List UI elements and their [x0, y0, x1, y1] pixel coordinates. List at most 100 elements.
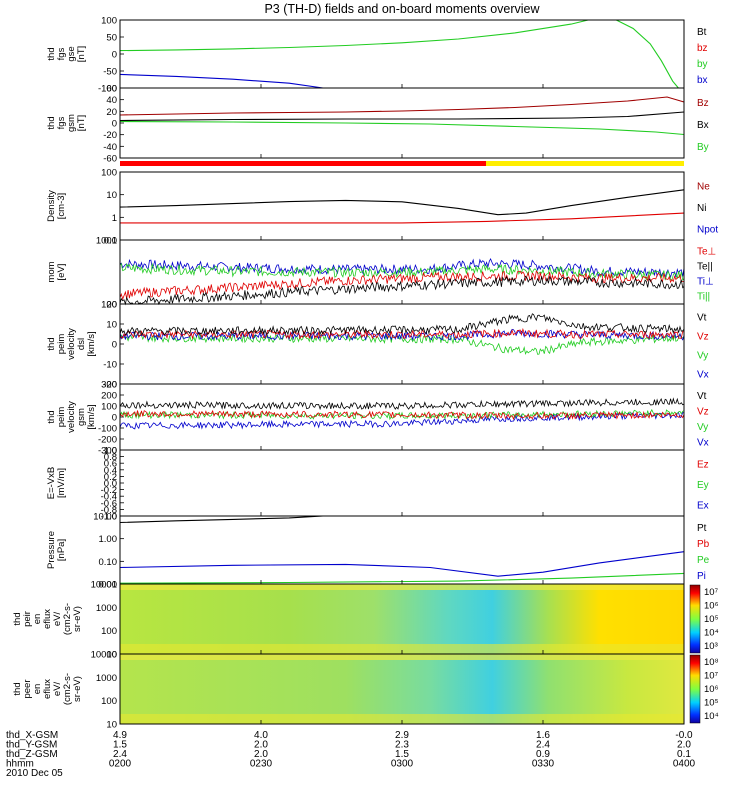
ytick-temps-0: 1000 [96, 236, 117, 247]
ytick-velocity_gsm-3: 0 [112, 413, 117, 424]
series-temps-Ti⊥ [119, 257, 685, 279]
legend-efield-Ez: Ez [697, 459, 709, 470]
ytick-efield-9: -0.8 [101, 505, 117, 516]
ylabel-velocity_dsl-1: peim [56, 334, 67, 355]
ytick-peer-1: 1000 [96, 673, 117, 684]
legend-fgs_gsm-Bz: Bz [697, 98, 709, 109]
ytick-density-2: 1 [112, 213, 117, 224]
series-density-Ni [119, 189, 685, 216]
legend-density-Npot: Npot [697, 224, 718, 235]
legend-velocity_dsl-Vt: Vt [697, 313, 707, 324]
panel-peer [119, 653, 701, 725]
colorbar-tick-peir-1: 10⁶ [704, 601, 719, 612]
colorbar-tick-peer-1: 10⁷ [704, 671, 719, 682]
colorbar-tick-peer-0: 10⁸ [704, 657, 719, 668]
ytick-efield-6: -0.2 [101, 485, 117, 496]
legend-velocity_gsm-Vz: Vz [697, 406, 709, 417]
xaxis-row-label-1: thd_Y-GSM [6, 740, 57, 751]
xaxis-value-2-2: 1.5 [395, 749, 409, 760]
ytick-fgs_gse-0: 100 [101, 16, 117, 27]
series-fgs_gse-by [119, 19, 589, 52]
series-fgs_gsm-Bz [119, 96, 685, 116]
ytick-fgs_gsm-3: 0 [112, 119, 117, 130]
series-fgs_gse-bx [119, 73, 324, 89]
ytick-velocity_gsm-4: -100 [98, 424, 117, 435]
panel-density [119, 171, 685, 241]
panel-peir [119, 583, 701, 655]
xaxis-row-label-0: thd_X-GSM [6, 730, 58, 741]
legend-temps-Ti⊥: Ti⊥ [697, 277, 714, 288]
legend-pressure-Pt: Pt [697, 523, 707, 534]
ylabel-velocity_gsm-1: peim [56, 407, 67, 428]
xaxis-value-2-4: 0.1 [677, 749, 691, 760]
legend-efield-Ey: Ey [697, 480, 709, 491]
legend-temps-Te⊥: Te⊥ [697, 247, 716, 258]
ytick-peer-3: 10 [106, 720, 117, 731]
xaxis-row-label-2: thd_Z-GSM [6, 749, 58, 760]
colorbar-tick-peir-4: 10³ [704, 641, 718, 652]
panel-fgs_gse [119, 19, 685, 89]
ylabel-fgs_gse-1: fgs [56, 47, 67, 60]
ylabel-fgs_gsm-3: [nT] [76, 115, 87, 131]
ytick-fgs_gse-3: -50 [103, 67, 117, 78]
ytick-fgs_gse-2: 0 [112, 50, 117, 61]
ytick-velocity_gsm-2: 100 [101, 402, 117, 413]
ylabel-fgs_gsm-1: fgs [56, 116, 67, 129]
series-velocity_dsl-Vy [119, 332, 685, 355]
ytick-pressure-3: 0.01 [99, 580, 118, 591]
ytick-efield-10: -1.0 [101, 512, 117, 523]
ylabel-peir-3: eflux [42, 609, 53, 629]
ytick-density-0: 100 [101, 168, 117, 179]
ytick-efield-2: 0.6 [104, 459, 117, 470]
ytick-peir-2: 100 [101, 626, 117, 637]
legend-pressure-Pb: Pb [697, 539, 710, 550]
series-fgs_gse-by [616, 19, 679, 89]
ytick-velocity_gsm-6: -300 [98, 446, 117, 457]
ytick-temps-1: 100 [101, 300, 117, 311]
series-pressure-Pe [119, 572, 685, 584]
ylabel-velocity_gsm-0: thd [46, 410, 57, 423]
legend-temps-Ti||: Ti|| [697, 292, 710, 303]
xaxis-value-3-3: 0330 [532, 759, 555, 770]
ylabel-peer-3: eflux [42, 679, 53, 699]
ytick-pressure-2: 0.10 [99, 557, 118, 568]
ytick-pressure-0: 10.00 [93, 512, 117, 523]
legend-fgs_gse-bz: bz [697, 43, 708, 54]
xaxis-value-3-4: 0400 [673, 759, 696, 770]
ytick-velocity_dsl-0: 20 [106, 300, 117, 311]
legend-fgs_gse-bx: bx [697, 75, 708, 86]
xaxis-row-label-3: hhmm [6, 759, 34, 770]
ytick-fgs_gsm-4: -20 [103, 130, 117, 141]
ytick-density-3: 0.1 [104, 236, 117, 247]
ylabel-velocity_gsm-4: [km/s] [86, 404, 97, 429]
ytick-efield-8: -0.6 [101, 498, 117, 509]
panel-velocity_dsl [119, 303, 685, 385]
ylabel-fgs_gse-3: [nT] [76, 46, 87, 62]
ylabel-velocity_dsl-4: [km/s] [86, 331, 97, 356]
colorbar-tick-peer-3: 10⁵ [704, 698, 719, 709]
ytick-pressure-1: 1.00 [99, 534, 118, 545]
legend-fgs_gse-by: by [697, 59, 708, 70]
ylabel-peir-2: en [32, 614, 43, 625]
colorbar-tick-peer-2: 10⁶ [704, 684, 719, 695]
ytick-velocity_gsm-1: 200 [101, 391, 117, 402]
legend-fgs_gsm-By: By [697, 142, 709, 153]
ylabel-density-1: [cm-3] [56, 193, 67, 219]
series-fgs_gsm-Bx [119, 111, 685, 122]
ylabel-peir-1: peir [22, 611, 33, 627]
xaxis-value-0-3: 1.6 [536, 730, 550, 741]
ylabel-peer-4: eV/ [52, 682, 63, 697]
xaxis-value-1-2: 2.3 [395, 740, 409, 751]
xaxis-value-3-0: 0200 [109, 759, 132, 770]
legend-velocity_gsm-Vt: Vt [697, 391, 707, 402]
series-pressure-Pt [119, 515, 324, 524]
legend-density-Ni: Ni [697, 203, 706, 214]
legend-fgs_gsm-Bx: Bx [697, 120, 709, 131]
panel-temps [119, 239, 685, 306]
ylabel-efield-0: E=-VxB [46, 467, 57, 499]
ylabel-velocity_gsm-3: gsm [76, 408, 87, 426]
ylabel-peer-6: sr-eV) [72, 676, 83, 702]
mode-bar-fast [486, 161, 684, 166]
ylabel-peer-5: (cm2-s- [62, 673, 73, 705]
